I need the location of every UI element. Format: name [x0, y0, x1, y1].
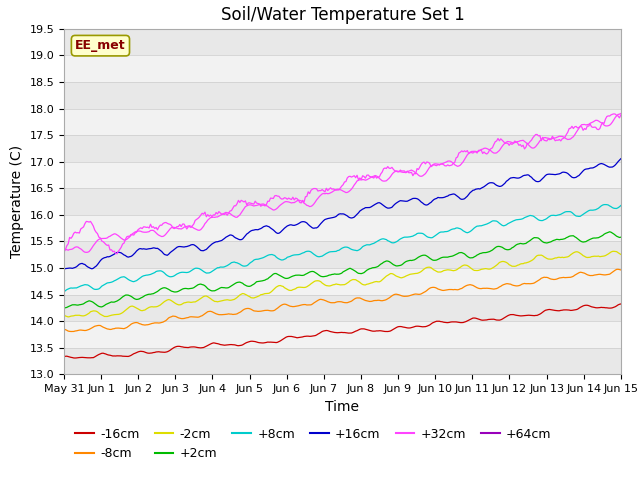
Bar [64, 188, 621, 215]
Bar [64, 29, 621, 55]
Bar [64, 108, 621, 135]
X-axis label: Time: Time [325, 400, 360, 414]
Bar [64, 295, 621, 321]
Title: Soil/Water Temperature Set 1: Soil/Water Temperature Set 1 [221, 6, 464, 24]
Legend: -16cm, -8cm, -2cm, +2cm, +8cm, +16cm, +32cm, +64cm: -16cm, -8cm, -2cm, +2cm, +8cm, +16cm, +3… [70, 423, 557, 465]
Y-axis label: Temperature (C): Temperature (C) [10, 145, 24, 258]
Bar [64, 268, 621, 295]
Bar [64, 135, 621, 162]
Bar [64, 241, 621, 268]
Bar [64, 348, 621, 374]
Bar [64, 162, 621, 188]
Text: EE_met: EE_met [75, 39, 126, 52]
Bar [64, 215, 621, 241]
Bar [64, 82, 621, 108]
Bar [64, 55, 621, 82]
Bar [64, 321, 621, 348]
